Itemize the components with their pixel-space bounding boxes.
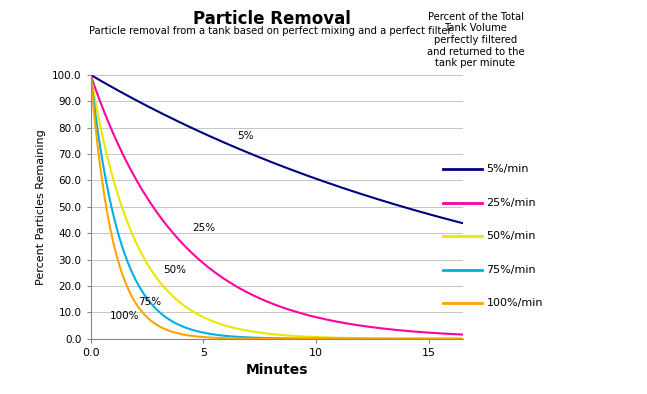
- Text: Particle removal from a tank based on perfect mixing and a perfect filter.: Particle removal from a tank based on pe…: [89, 26, 454, 35]
- Text: 100%/min: 100%/min: [487, 298, 543, 309]
- X-axis label: Minutes: Minutes: [245, 363, 308, 377]
- Text: 100%: 100%: [110, 311, 139, 322]
- Text: 50%/min: 50%/min: [487, 231, 536, 242]
- Text: 25%: 25%: [192, 223, 215, 233]
- Text: Particle Removal: Particle Removal: [193, 10, 351, 28]
- Text: 50%: 50%: [163, 265, 186, 275]
- Text: 25%/min: 25%/min: [487, 198, 536, 208]
- Y-axis label: Percent Particles Remaining: Percent Particles Remaining: [36, 129, 47, 285]
- Text: 75%: 75%: [138, 297, 161, 307]
- Text: Percent of the Total
Tank Volume
perfectly filtered
and returned to the
tank per: Percent of the Total Tank Volume perfect…: [427, 12, 524, 68]
- Text: 75%/min: 75%/min: [487, 265, 536, 275]
- Text: 5%/min: 5%/min: [487, 164, 529, 175]
- Text: 5%: 5%: [237, 130, 254, 141]
